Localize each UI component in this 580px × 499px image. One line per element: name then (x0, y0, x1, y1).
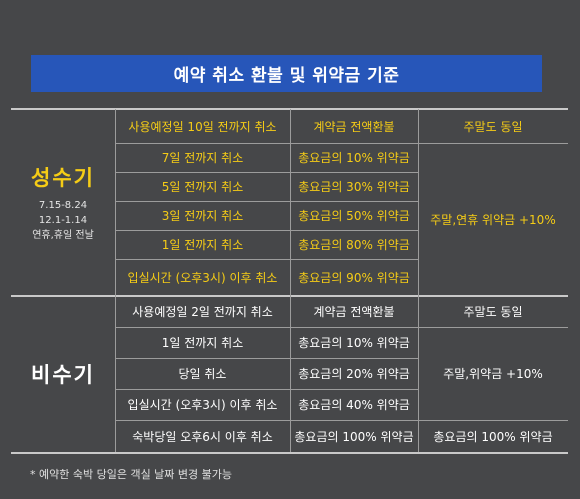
row-divider (115, 420, 418, 421)
offpeak-season-title: 비수기 (31, 363, 95, 387)
peak-refund-cell: 총요금의 50% 위약금 (298, 209, 410, 223)
offpeak-weekend-surcharge: 주말,위약금 +10% (443, 367, 543, 381)
peak-period: 7.15-8.24 (38, 199, 88, 211)
footnote: * 예약한 숙박 당일은 객실 날짜 변경 불가능 (30, 468, 233, 481)
section-divider (11, 295, 568, 297)
offpeak-timing-cell: 1일 전까지 취소 (161, 336, 244, 350)
offpeak-timing-cell: 숙박당일 오후6시 이후 취소 (132, 429, 273, 444)
row-divider (115, 389, 418, 390)
row-divider (418, 420, 568, 421)
offpeak-refund-cell: 계약금 전액환불 (313, 305, 395, 319)
peak-weekend-surcharge: 주말,연휴 위약금 +10% (430, 212, 556, 227)
row-divider (115, 143, 418, 144)
offpeak-refund-cell: 총요금의 100% 위약금 (294, 429, 414, 444)
peak-season-header: 성수기 7.15-8.24 12.1-1.14 연휴,휴일 전날 (11, 109, 115, 295)
row-divider (115, 172, 418, 173)
row-divider (418, 327, 568, 328)
peak-period: 연휴,휴일 전날 (32, 229, 94, 241)
offpeak-weekend-cell: 총요금의 100% 위약금 (433, 429, 553, 444)
row-divider (115, 201, 418, 202)
table-top-rule (11, 108, 568, 110)
row-divider (115, 327, 418, 328)
row-divider (115, 259, 418, 260)
peak-timing-cell: 입실시간 (오후3시) 이후 취소 (127, 270, 278, 285)
column-divider (418, 109, 419, 452)
peak-timing-cell: 5일 전까지 취소 (161, 180, 244, 194)
offpeak-refund-cell: 총요금의 10% 위약금 (298, 336, 410, 350)
offpeak-refund-cell: 총요금의 40% 위약금 (298, 398, 410, 412)
offpeak-weekend-cell: 주말도 동일 (463, 305, 523, 319)
peak-timing-cell: 3일 전까지 취소 (161, 209, 244, 223)
column-divider (115, 109, 116, 452)
offpeak-timing-cell: 입실시간 (오후3시) 이후 취소 (127, 398, 278, 412)
peak-refund-cell: 총요금의 10% 위약금 (298, 151, 410, 165)
offpeak-season-header: 비수기 (11, 296, 115, 452)
peak-refund-cell: 총요금의 90% 위약금 (298, 270, 410, 285)
page-title: 예약 취소 환불 및 위약금 기준 (31, 55, 542, 92)
peak-season-title: 성수기 (31, 165, 95, 190)
peak-period: 12.1-1.14 (38, 214, 88, 226)
peak-refund-cell: 총요금의 30% 위약금 (298, 180, 410, 194)
row-divider (115, 358, 418, 359)
offpeak-refund-cell: 총요금의 20% 위약금 (298, 367, 410, 381)
offpeak-timing-cell: 사용예정일 2일 전까지 취소 (132, 305, 273, 319)
peak-refund-cell: 총요금의 80% 위약금 (298, 238, 410, 252)
peak-weekend-cell: 주말도 동일 (463, 119, 523, 134)
peak-timing-cell: 1일 전까지 취소 (161, 238, 244, 252)
peak-timing-cell: 사용예정일 10일 전까지 취소 (128, 119, 277, 134)
offpeak-timing-cell: 당일 취소 (178, 367, 227, 381)
peak-refund-cell: 계약금 전액환불 (313, 119, 395, 134)
column-divider (290, 109, 291, 452)
table-bottom-rule (11, 452, 568, 454)
row-divider (115, 230, 418, 231)
row-divider (418, 143, 568, 144)
peak-timing-cell: 7일 전까지 취소 (161, 151, 244, 165)
